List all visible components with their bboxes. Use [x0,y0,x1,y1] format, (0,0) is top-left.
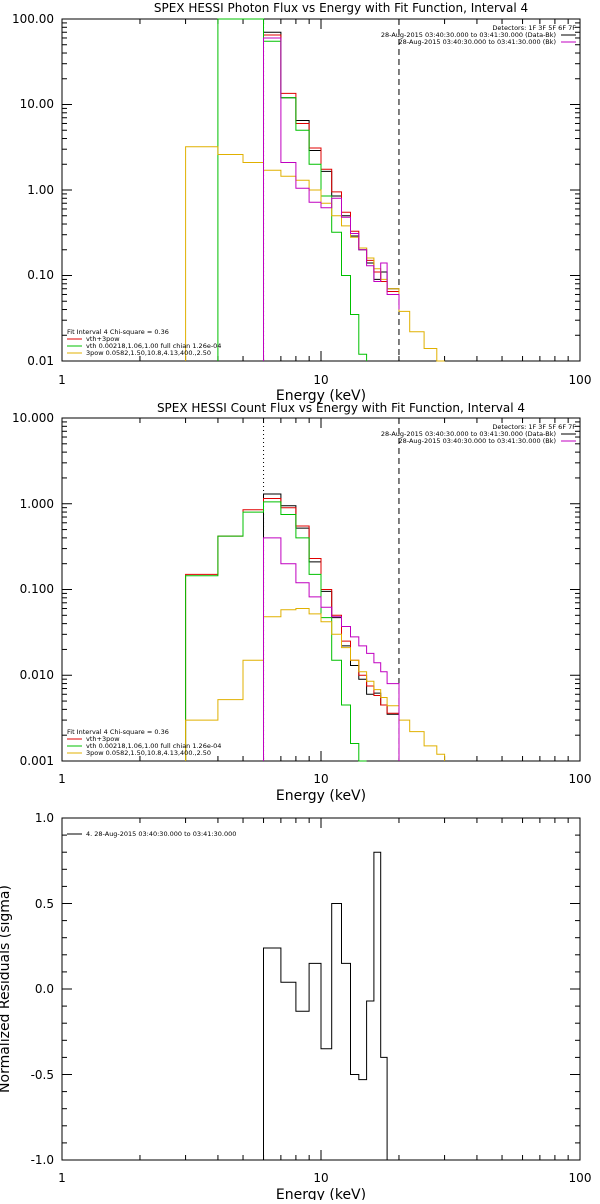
photon-flux-legend-vthpow-text: vth+3pow [86,335,120,343]
residuals-ticks [61,817,580,1161]
count-flux-ytick-label: 0.010 [20,668,54,682]
photon-flux-ytick-label: 1.00 [27,183,54,197]
count-flux-xtick-label: 10 [313,772,328,786]
residuals-x-axis-label: Energy (keV) [276,1187,366,1200]
photon-flux-xtick-label: 1 [58,373,66,387]
count-flux-legend-vth-text: vth 0.00218,1.06,1.00 full chian 1.26e-0… [86,742,221,750]
count-flux-x-axis-label: Energy (keV) [276,788,366,804]
photon-flux-x-axis-label: Energy (keV) [276,388,366,404]
residuals-ytick-label: 1.0 [35,811,54,825]
count-flux-marks [185,418,446,762]
residuals-ytick-label: 0.5 [35,897,54,911]
residuals-panel: 1 10 100 -1.0 -0.5 0.0 0.5 1.0 Energy (k… [0,811,592,1203]
count-flux-legend-3pow-text: 3pow 0.0582,1.50,10.8,4.13,400.,2.50 [86,749,211,757]
count-flux-detectors-text: Detectors: 1F 3F 5F 6F 7F [492,423,576,431]
residuals-y-axis-label: Normalized Residuals (sigma) [0,885,13,1093]
residuals-ytick-label: -0.5 [31,1068,54,1082]
photon-flux-legend-3pow-text: 3pow 0.0582,1.50,10.8,4.13,400.,2.50 [86,349,211,357]
series-bk-step-line [263,537,400,761]
residuals-ytick-label: -1.0 [31,1153,54,1167]
photon-flux-xtick-label: 100 [569,373,592,387]
residuals-xtick-label: 10 [313,1171,328,1185]
series-3pow-step-line [185,146,445,362]
residuals-marks [263,851,388,1160]
series-vth-3pow-step-line [185,498,400,761]
residuals-xtick-label: 100 [569,1171,592,1185]
photon-flux-detectors-text: Detectors: 1F 3F 5F 6F 7F [492,24,576,32]
count-flux-xtick-label: 100 [569,772,592,786]
residuals-legend-text: 4. 28-Aug-2015 03:40:30.000 to 03:41:30.… [86,830,236,838]
count-flux-ytick-label: 1.000 [20,497,54,511]
photon-flux-legend-bk-text: 28-Aug-2015 03:40:30.000 to 03:41:30.000… [399,38,556,46]
count-flux-legend-vthpow-text: vth+3pow [86,735,120,743]
series-3pow-step-line [185,608,446,761]
count-flux-ytick-label: 0.100 [20,582,54,596]
photon-flux-marks [185,18,445,362]
count-flux-legend-data-text: 28-Aug-2015 03:40:30.000 to 03:41:30.000… [381,430,556,438]
count-flux-xtick-label: 1 [58,772,66,786]
count-flux-fit-interval-text: Fit Interval 4 Chi-square = 0.36 [67,728,169,736]
series-vth-step-line [185,501,367,762]
count-flux-ticks [61,417,580,762]
photon-flux-title: SPEX HESSI Photon Flux vs Energy with Fi… [154,1,528,15]
series-bk-step-line [263,37,400,361]
photon-flux-ytick-label: 0.10 [27,268,54,282]
count-flux-ytick-label: 0.001 [20,754,54,768]
series-residual-step-line [263,851,388,1160]
photon-flux-fit-interval-text: Fit Interval 4 Chi-square = 0.36 [67,328,169,336]
photon-flux-panel: SPEX HESSI Photon Flux vs Energy with Fi… [12,1,591,404]
photon-flux-ytick-label: 10.00 [20,97,54,111]
photon-flux-legend-data-text: 28-Aug-2015 03:40:30.000 to 03:41:30.000… [381,31,556,39]
count-flux-title: SPEX HESSI Count Flux vs Energy with Fit… [157,401,525,415]
series-vth-step-line [217,18,368,361]
photon-flux-ytick-label: 0.01 [27,354,54,368]
photon-flux-ytick-label: 100.00 [12,12,54,26]
count-flux-ytick-label: 10.000 [12,411,54,425]
photon-flux-xtick-label: 10 [313,373,328,387]
residuals-xtick-label: 1 [58,1171,66,1185]
count-flux-legend-bk-text: 28-Aug-2015 03:40:30.000 to 03:41:30.000… [399,437,556,445]
photon-flux-legend-vth-text: vth 0.00218,1.06,1.00 full chian 1.26e-0… [86,342,221,350]
residuals-ytick-label: 0.0 [35,982,54,996]
count-flux-panel: SPEX HESSI Count Flux vs Energy with Fit… [12,401,591,804]
